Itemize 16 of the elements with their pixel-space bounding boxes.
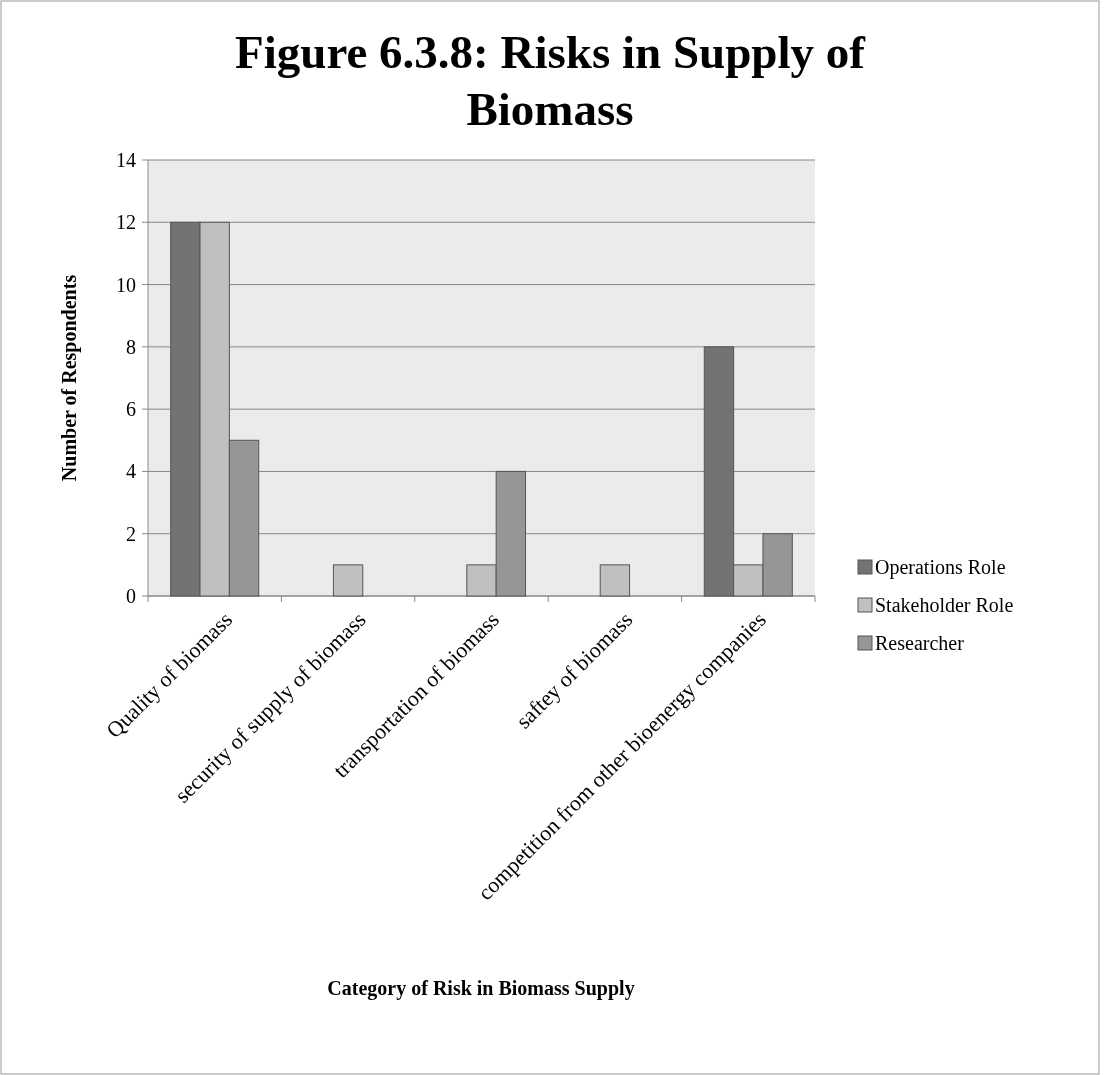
legend-label: Stakeholder Role (875, 594, 1014, 616)
y-tick-label: 2 (126, 522, 136, 545)
legend-label: Researcher (875, 632, 965, 654)
y-tick-label: 12 (116, 211, 136, 234)
y-tick-label: 8 (126, 335, 136, 358)
chart-title: Figure 6.3.8: Risks in Supply of Biomass (235, 26, 867, 135)
y-tick-label: 10 (116, 273, 136, 296)
bar (599, 564, 631, 597)
y-axis-title: Number of Respondents (58, 274, 81, 482)
y-tick-label: 6 (126, 398, 136, 421)
x-axis-title: Category of Risk in Biomass Supply (327, 977, 635, 1000)
y-tick-label: 14 (116, 149, 136, 171)
y-tick-label: 4 (126, 460, 136, 483)
legend-label: Operations Role (875, 556, 1006, 579)
bar (332, 564, 364, 597)
y-tick-label: 0 (126, 585, 136, 607)
